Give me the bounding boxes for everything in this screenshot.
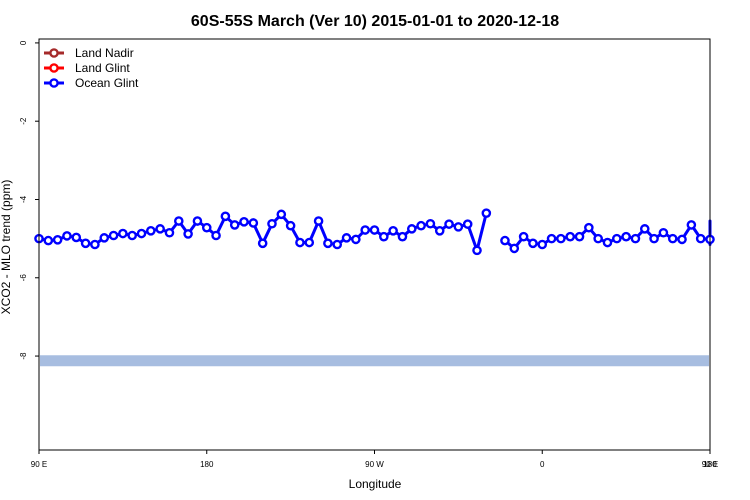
data-point — [602, 237, 613, 248]
data-point — [267, 218, 277, 229]
data-point — [425, 218, 436, 229]
y-tick-label: -6 — [19, 274, 28, 282]
data-point — [453, 222, 464, 232]
data-point — [546, 233, 557, 244]
data-point — [192, 216, 203, 226]
data-point — [323, 238, 333, 249]
data-point — [108, 230, 119, 241]
data-point — [677, 234, 687, 245]
data-point — [649, 233, 659, 244]
y-axis-label: XCO2 - MLO trend (ppm) — [0, 180, 13, 315]
data-point — [574, 231, 585, 242]
legend-label: Land Nadir — [75, 46, 134, 60]
chart-title: 60S-55S March (Ver 10) 2015-01-01 to 202… — [191, 13, 559, 30]
data-point — [220, 211, 231, 222]
data-point — [397, 231, 408, 242]
data-point — [360, 225, 370, 235]
data-point — [229, 220, 240, 230]
x-tick-label: 180 — [703, 460, 717, 469]
x-tick-label: 180 — [200, 460, 214, 469]
data-point — [118, 228, 128, 239]
data-point — [146, 225, 156, 236]
data-point — [518, 231, 529, 242]
legend-marker — [49, 63, 59, 73]
data-point — [173, 216, 184, 226]
data-point — [276, 209, 287, 220]
data-point — [257, 238, 268, 249]
data-point — [612, 233, 622, 244]
data-point — [500, 235, 510, 246]
data-point — [239, 216, 249, 227]
data-point — [406, 224, 417, 234]
x-tick-label: 90 E — [31, 460, 47, 469]
data-point — [434, 225, 445, 236]
data-point — [248, 218, 259, 228]
data-point — [444, 219, 454, 229]
data-point — [388, 225, 398, 236]
legend-marker — [49, 78, 59, 88]
data-point — [211, 230, 221, 241]
data-point — [556, 233, 566, 244]
data-point — [332, 239, 343, 250]
data-point — [472, 245, 482, 256]
x-tick-label: 90 W — [365, 460, 384, 469]
y-tick-label: 0 — [19, 40, 28, 45]
x-tick-label: 90 E — [702, 460, 718, 469]
data-point — [630, 233, 641, 244]
data-point — [295, 237, 305, 248]
data-point — [462, 219, 473, 229]
data-point — [313, 216, 324, 226]
data-point — [695, 233, 706, 244]
data-point — [565, 231, 576, 242]
data-point — [584, 222, 594, 233]
data-point — [658, 227, 669, 238]
data-point — [201, 222, 212, 233]
legend-label: Ocean Glint — [75, 76, 139, 90]
data-point — [537, 239, 548, 250]
y-axis: 0 -2 -4 -6 -8 — [19, 40, 39, 360]
data-point — [481, 208, 492, 218]
data-point — [164, 227, 175, 238]
data-point — [416, 220, 426, 231]
data-point — [285, 220, 296, 231]
data-point — [80, 238, 91, 249]
data-point — [593, 233, 603, 244]
data-point — [369, 225, 380, 235]
series-layer — [34, 208, 715, 256]
data-point — [127, 230, 137, 241]
data-point — [183, 229, 193, 239]
data-point — [43, 235, 54, 246]
data-point — [71, 232, 82, 243]
data-point — [639, 224, 650, 234]
data-point — [136, 228, 147, 239]
data-point — [99, 233, 110, 243]
x-axis-label: Longitude — [349, 477, 402, 491]
data-point — [686, 220, 697, 230]
legend-label: Land Glint — [75, 61, 130, 75]
y-tick-label: -8 — [19, 352, 28, 360]
data-point — [621, 231, 631, 242]
data-point — [341, 233, 352, 243]
data-point — [304, 237, 315, 248]
y-tick-label: -2 — [19, 117, 28, 125]
legend-marker — [49, 48, 59, 58]
data-point — [52, 235, 63, 245]
data-point — [509, 243, 520, 254]
data-point — [667, 233, 678, 244]
x-tick-label: 0 — [540, 460, 545, 469]
data-point — [528, 238, 538, 249]
y-tick-label: -4 — [19, 195, 28, 203]
data-point — [155, 224, 165, 234]
data-point — [90, 239, 100, 250]
data-point — [351, 234, 361, 245]
data-point — [379, 231, 389, 242]
data-point — [62, 231, 72, 241]
